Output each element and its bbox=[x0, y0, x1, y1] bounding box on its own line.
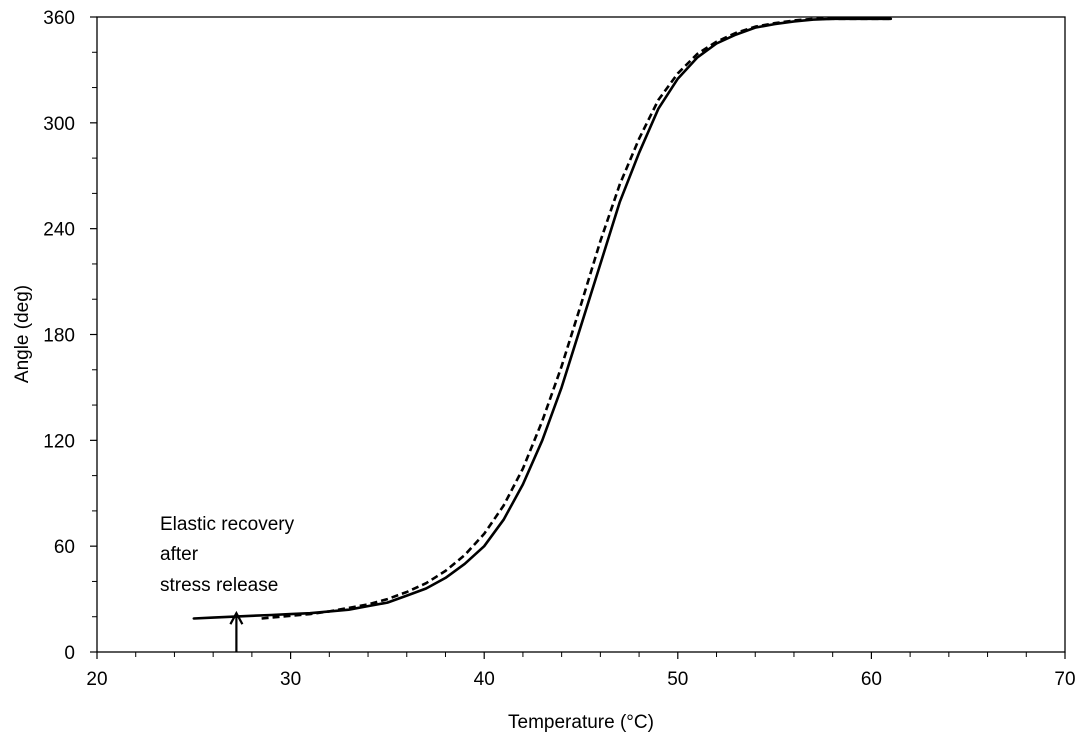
y-tick-label: 360 bbox=[43, 8, 75, 29]
x-tick-label: 40 bbox=[474, 669, 495, 690]
y-tick-label: 60 bbox=[54, 537, 75, 558]
y-tick-label: 180 bbox=[43, 326, 75, 347]
dashed-series-line bbox=[261, 17, 891, 620]
annotation-line-2: after bbox=[160, 544, 199, 565]
y-tick-label: 240 bbox=[43, 220, 75, 241]
annotation-line-1: Elastic recovery bbox=[160, 514, 295, 535]
y-axis-title: Angle (deg) bbox=[12, 285, 33, 383]
x-tick-label: 20 bbox=[86, 669, 107, 690]
x-tick-label: 60 bbox=[861, 669, 882, 690]
solid-series-line bbox=[192, 17, 893, 620]
x-tick-label: 30 bbox=[280, 669, 301, 690]
y-tick-label: 0 bbox=[64, 643, 75, 664]
annotation-line-3: stress release bbox=[160, 575, 278, 596]
x-axis-title: Temperature (°C) bbox=[508, 712, 654, 733]
y-tick-label: 300 bbox=[43, 114, 75, 135]
plot-frame bbox=[96, 16, 1066, 653]
y-tick-label: 120 bbox=[43, 431, 75, 452]
annotation-arrow-head bbox=[229, 610, 244, 625]
x-tick-label: 70 bbox=[1054, 669, 1075, 690]
x-tick-label: 50 bbox=[667, 669, 688, 690]
